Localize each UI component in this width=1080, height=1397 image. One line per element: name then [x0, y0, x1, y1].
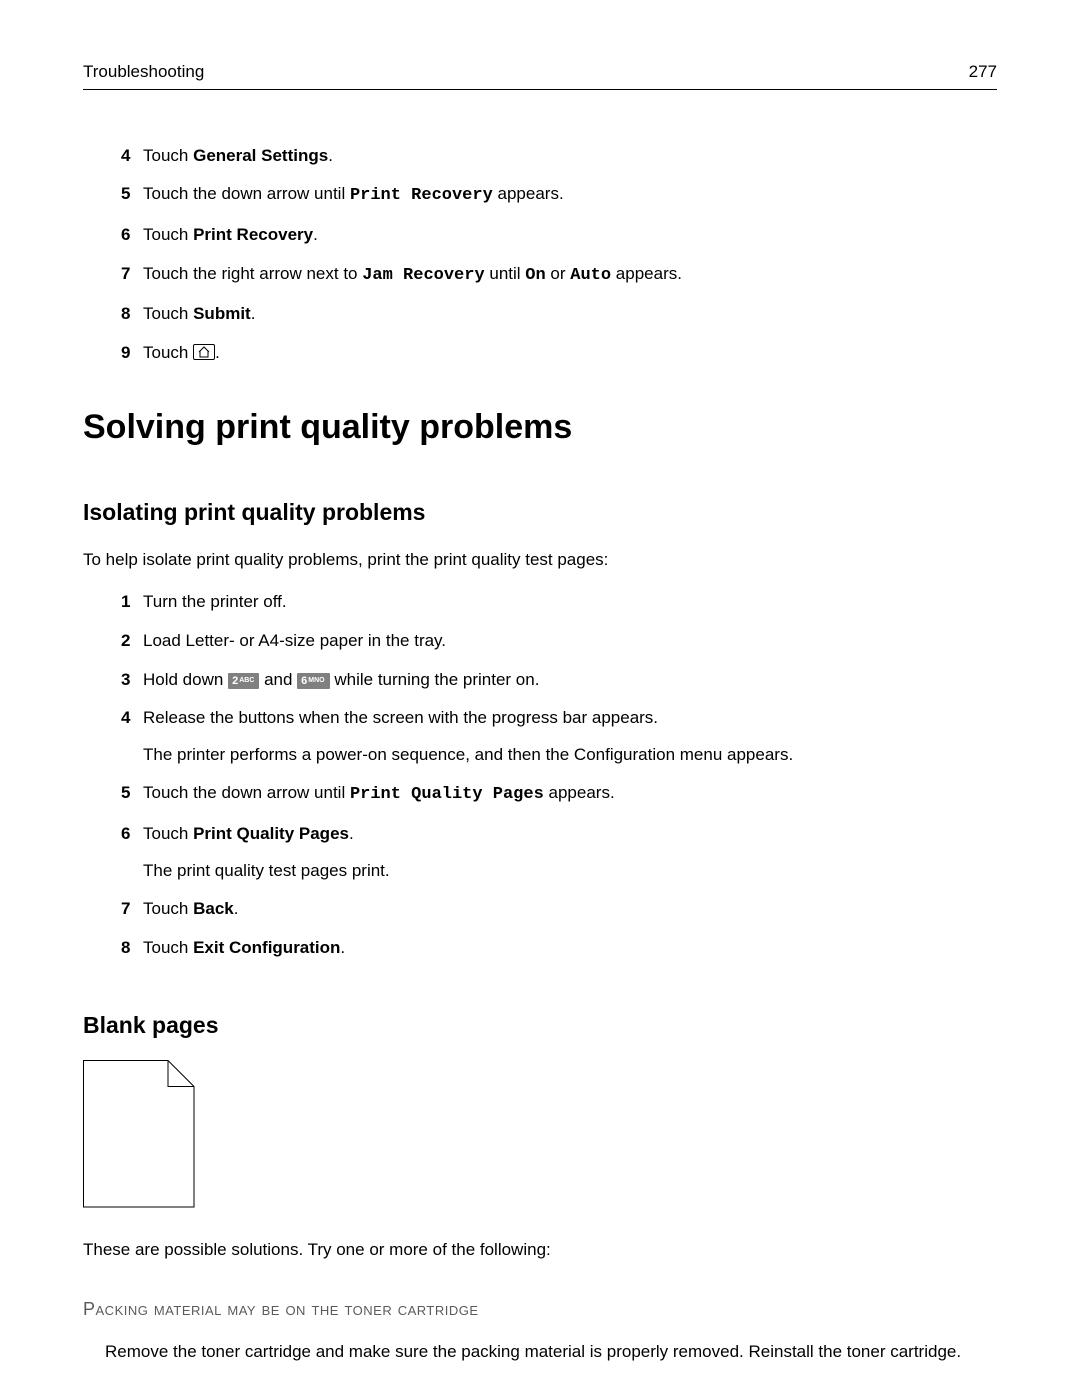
solution-text: Remove the toner cartridge and make sure… — [105, 1340, 997, 1365]
step-text: Release the buttons when the screen with… — [143, 706, 997, 767]
blank-page-diagram — [83, 1060, 997, 1216]
chapter-title: Troubleshooting — [83, 60, 204, 85]
page-title: Solving print quality problems — [83, 407, 997, 448]
subheading-isolating: Isolating print quality problems — [83, 496, 997, 529]
key-6-icon: 6MNO — [297, 673, 329, 689]
step-text: Touch the down arrow until Print Quality… — [143, 781, 997, 808]
list-item: 5 Touch the down arrow until Print Recov… — [121, 182, 997, 209]
step-number: 5 — [121, 182, 143, 209]
step-number: 7 — [121, 897, 143, 922]
list-item: 7 Touch Back. — [121, 897, 997, 922]
list-item: 8 Touch Exit Configuration. — [121, 936, 997, 961]
top-step-list: 4 Touch General Settings. 5 Touch the do… — [121, 144, 997, 366]
list-item: 9 Touch . — [121, 341, 997, 366]
step-number: 3 — [121, 668, 143, 693]
intro-paragraph: To help isolate print quality problems, … — [83, 548, 997, 573]
step-text: Touch Print Recovery. — [143, 223, 997, 248]
page-icon — [83, 1060, 195, 1208]
page-number: 277 — [969, 60, 997, 85]
list-item: 6 Touch Print Quality Pages. The print q… — [121, 822, 997, 883]
home-icon — [193, 344, 215, 360]
iso-step-list: 1 Turn the printer off. 2 Load Letter- o… — [121, 590, 997, 960]
list-item: 1 Turn the printer off. — [121, 590, 997, 615]
step-text: Turn the printer off. — [143, 590, 997, 615]
step-number: 8 — [121, 302, 143, 327]
list-item: 3 Hold down 2ABC and 6MNO while turning … — [121, 668, 997, 693]
step-text: Hold down 2ABC and 6MNO while turning th… — [143, 668, 997, 693]
step-text: Touch Submit. — [143, 302, 997, 327]
list-item: 6 Touch Print Recovery. — [121, 223, 997, 248]
step-number: 4 — [121, 706, 143, 767]
list-item: 2 Load Letter- or A4-size paper in the t… — [121, 629, 997, 654]
solution-heading: Packing material may be on the toner car… — [83, 1296, 997, 1322]
step-text: Touch the right arrow next to Jam Recove… — [143, 262, 997, 289]
list-item: 7 Touch the right arrow next to Jam Reco… — [121, 262, 997, 289]
step-text: Touch the down arrow until Print Recover… — [143, 182, 997, 209]
step-text: Touch Back. — [143, 897, 997, 922]
step-text: Touch Print Quality Pages. The print qua… — [143, 822, 997, 883]
step-number: 2 — [121, 629, 143, 654]
step-text: Load Letter- or A4-size paper in the tra… — [143, 629, 997, 654]
step-subtext: The print quality test pages print. — [143, 859, 997, 884]
key-2-icon: 2ABC — [228, 673, 259, 689]
list-item: 4 Release the buttons when the screen wi… — [121, 706, 997, 767]
list-item: 5 Touch the down arrow until Print Quali… — [121, 781, 997, 808]
list-item: 8 Touch Submit. — [121, 302, 997, 327]
step-number: 6 — [121, 822, 143, 883]
solution-intro: These are possible solutions. Try one or… — [83, 1238, 997, 1263]
step-text: Touch . — [143, 341, 997, 366]
step-subtext: The printer performs a power-on sequence… — [143, 743, 997, 768]
document-page: Troubleshooting 277 4 Touch General Sett… — [0, 0, 1080, 1397]
step-number: 5 — [121, 781, 143, 808]
step-number: 8 — [121, 936, 143, 961]
step-text: Touch General Settings. — [143, 144, 997, 169]
step-text: Touch Exit Configuration. — [143, 936, 997, 961]
step-number: 7 — [121, 262, 143, 289]
subheading-blank-pages: Blank pages — [83, 1009, 997, 1042]
step-number: 6 — [121, 223, 143, 248]
page-header: Troubleshooting 277 — [83, 60, 997, 90]
step-number: 1 — [121, 590, 143, 615]
list-item: 4 Touch General Settings. — [121, 144, 997, 169]
step-number: 9 — [121, 341, 143, 366]
step-number: 4 — [121, 144, 143, 169]
